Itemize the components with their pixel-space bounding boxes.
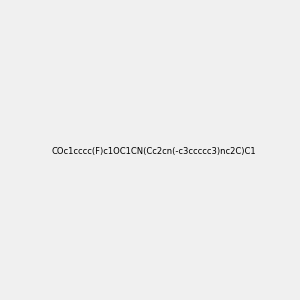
Text: COc1cccc(F)c1OC1CN(Cc2cn(-c3ccccc3)nc2C)C1: COc1cccc(F)c1OC1CN(Cc2cn(-c3ccccc3)nc2C)… <box>51 147 256 156</box>
